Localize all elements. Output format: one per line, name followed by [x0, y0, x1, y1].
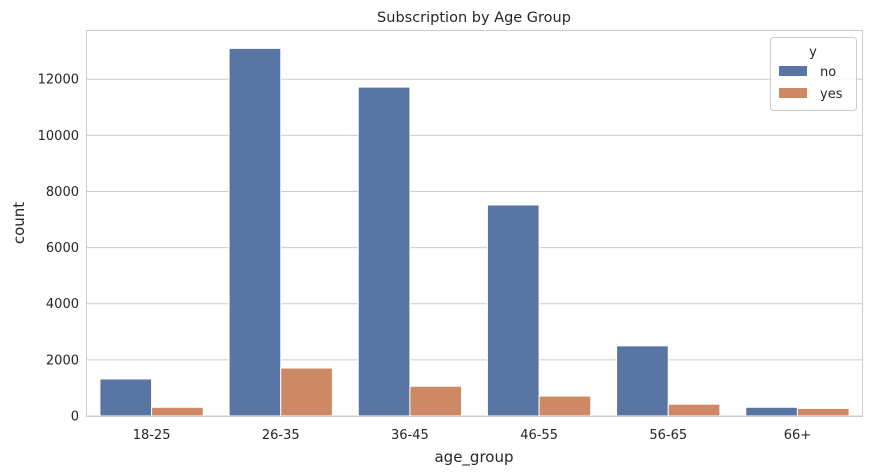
y-tick-label-1: 2000: [46, 353, 79, 368]
x-tick-label-0: 18-25: [133, 428, 171, 443]
legend-title: y: [809, 45, 817, 60]
bar-yes-66+: [796, 407, 850, 417]
legend: y no yes: [770, 37, 857, 111]
bar-no-18-25: [99, 378, 153, 417]
legend-swatch-no: [779, 66, 807, 76]
bar-yes-36-45: [409, 385, 463, 417]
bar-yes-26-35: [280, 367, 333, 417]
legend-label-no: no: [820, 65, 836, 80]
bars: [99, 47, 850, 417]
bar-yes-46-55: [538, 395, 592, 417]
y-tick-label-0: 0: [71, 410, 79, 425]
bar-no-46-55: [486, 204, 540, 417]
y-tick-label-3: 6000: [46, 241, 79, 256]
plot-frame: [86, 30, 863, 417]
bar-no-56-65: [616, 345, 669, 417]
y-tick-label-6: 12000: [38, 73, 79, 88]
x-tick-label-2: 36-45: [391, 428, 429, 443]
y-tick-label-4: 8000: [46, 185, 79, 200]
bar-no-36-45: [357, 86, 411, 417]
x-tick-label-4: 56-65: [649, 428, 687, 443]
y-tick-label-2: 4000: [46, 297, 79, 312]
bar-yes-18-25: [151, 406, 204, 417]
x-axis-label: age_group: [434, 448, 513, 467]
bar-no-26-35: [228, 47, 282, 417]
bar-no-66+: [745, 406, 798, 417]
x-tick-label-1: 26-35: [262, 428, 300, 443]
legend-label-yes: yes: [820, 87, 843, 102]
y-axis-label: count: [10, 202, 28, 244]
y-tick-labels: 0 2000 4000 6000 8000 10000 12000: [38, 73, 79, 425]
x-tick-label-3: 46-55: [520, 428, 558, 443]
y-tick-label-5: 10000: [38, 129, 79, 144]
gridlines: [87, 78, 862, 417]
chart-title: Subscription by Age Group: [377, 10, 571, 26]
x-tick-label-5: 66+: [784, 428, 811, 443]
bar-yes-56-65: [667, 403, 721, 417]
legend-swatch-yes: [779, 88, 807, 98]
x-tick-labels: 18-25 26-35 36-45 46-55 56-65 66+: [133, 428, 811, 443]
